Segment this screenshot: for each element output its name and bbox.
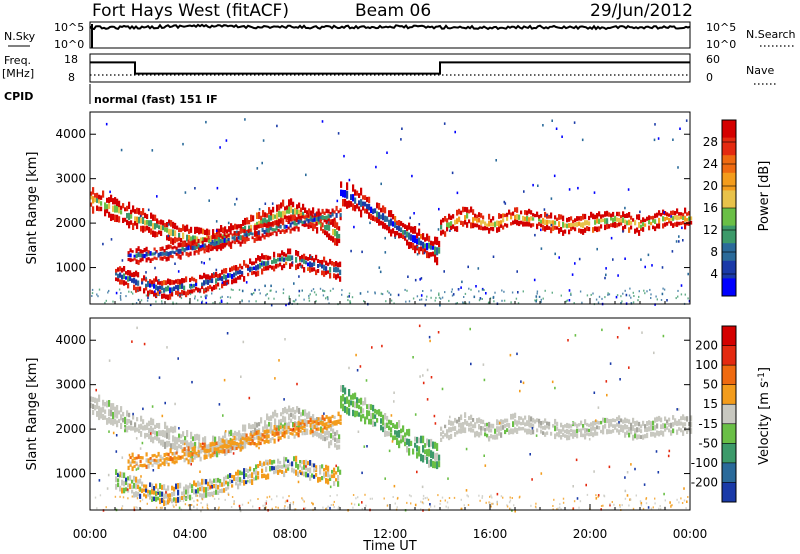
- colorbar-swatch: [722, 225, 736, 244]
- velocity-y-axis: 1000 2000 3000 4000: [55, 333, 690, 481]
- x-tick-label: 00:00: [673, 527, 708, 541]
- freq-unit-label: [MHz]: [2, 67, 34, 80]
- colorbar-tick-label: -200: [691, 475, 718, 489]
- x-axis-label: Time UT: [362, 539, 416, 554]
- colorbar-swatch: [722, 365, 736, 386]
- x-tick-label: 08:00: [273, 527, 308, 541]
- nave-tick-top: 60: [706, 53, 720, 66]
- colorbar-swatch: [722, 208, 736, 227]
- freq-label: Freq.: [4, 54, 31, 67]
- velocity-y-label: Slant Range [km]: [25, 358, 40, 471]
- echo-band-2: [127, 411, 342, 472]
- y-tick-label: 4000: [55, 333, 86, 347]
- nave-label: Nave: [746, 64, 774, 77]
- x-tick-label: 20:00: [573, 527, 608, 541]
- echo-band-5: [440, 206, 693, 237]
- cpid-text: normal (fast) 151 IF: [94, 93, 218, 106]
- nsky-label: N.Sky: [4, 30, 36, 43]
- x-tick-label: 04:00: [173, 527, 208, 541]
- colorbar-tick-label: 100: [695, 358, 718, 372]
- colorbar-tick-label: 12: [703, 223, 718, 237]
- colorbar-tick-label: 20: [703, 179, 718, 193]
- echo-band-2: [127, 205, 342, 265]
- freq-plot: [90, 61, 690, 76]
- y-tick-label: 3000: [55, 172, 86, 186]
- nave-tick-bottom: 0: [706, 71, 713, 84]
- y-tick-label: 2000: [55, 216, 86, 230]
- scatter-speckles: [94, 324, 689, 513]
- colorbar-frame: [721, 325, 737, 503]
- velocity-panel: 1000 2000 3000 4000 Slant Range [km] 200 100…: [25, 298, 772, 554]
- colorbar-tick-label: 15: [703, 397, 718, 411]
- power-colorbar-label: Power [dB]: [757, 161, 772, 232]
- colorbar-tick-label: 50: [703, 378, 718, 392]
- colorbar-swatch: [722, 190, 736, 209]
- colorbar-swatch: [722, 137, 736, 156]
- noise-plot: [89, 23, 691, 48]
- noise-panel: N.Sky 10^5 10^0 10^5 10^0 N.Search: [4, 21, 796, 51]
- power-panel: 1000 2000 3000 4000 Slant Range [km] 28 24 20…: [25, 111, 772, 307]
- colorbar-swatch: [722, 260, 736, 279]
- colorbar-swatch: [722, 326, 736, 347]
- echo-band-5: [440, 412, 693, 442]
- y-tick-label: 3000: [55, 378, 86, 392]
- power-y-axis: 1000 2000 3000 4000: [55, 127, 690, 275]
- date-label: 29/Jun/2012: [590, 1, 693, 21]
- x-tick-label: 00:00: [73, 527, 108, 541]
- colorbar-swatch: [722, 384, 736, 405]
- station-title: Fort Hays West (fitACF): [92, 1, 289, 21]
- y-tick-label: 1000: [55, 467, 86, 481]
- power-y-label: Slant Range [km]: [25, 152, 40, 265]
- power-colorbar: 28 24 20 16 12 8 4: [703, 119, 737, 297]
- echo-band-3: [115, 248, 342, 301]
- colorbar-swatch: [722, 172, 736, 191]
- echo-band-4: [340, 385, 441, 470]
- colorbar-swatch: [722, 443, 736, 464]
- colorbar-tick-label: 4: [710, 267, 718, 281]
- power-plot: [90, 118, 693, 307]
- colorbar-tick-label: -15: [698, 417, 718, 431]
- colorbar-swatch: [722, 482, 736, 503]
- colorbar-swatch: [722, 120, 736, 139]
- nsky-series-line: [89, 23, 691, 31]
- colorbar-tick-label: -50: [698, 436, 718, 450]
- noise-tick-right-bottom: 10^0: [706, 38, 736, 51]
- velocity-colorbar: 200 100 50 15 -15 -50 -100 -200: [691, 325, 737, 503]
- colorbar-tick-label: 200: [695, 339, 718, 353]
- freq-series-line: [90, 61, 690, 75]
- freq-panel: Freq. [MHz] 18 8 60 0 Nave: [2, 53, 778, 85]
- colorbar-swatch: [722, 345, 736, 366]
- colorbar-swatch: [722, 462, 736, 483]
- freq-tick-top: 18: [64, 53, 78, 66]
- scatter-speckles: [91, 118, 691, 307]
- x-tick-label: 16:00: [473, 527, 508, 541]
- nsearch-label: N.Search: [746, 28, 796, 41]
- y-tick-label: 2000: [55, 422, 86, 436]
- velocity-plot: [90, 324, 693, 513]
- noise-tick-left-bottom: 10^0: [54, 38, 84, 51]
- y-tick-label: 4000: [55, 127, 86, 141]
- echo-band-3: [115, 455, 342, 507]
- cpid-label: CPID: [4, 90, 33, 103]
- colorbar-swatch: [722, 404, 736, 425]
- freq-tick-bottom: 8: [68, 71, 75, 84]
- colorbar-tick-label: 16: [703, 201, 718, 215]
- noise-tick-right-top: 10^5: [706, 21, 736, 34]
- noise-tick-left-top: 10^5: [54, 21, 84, 34]
- colorbar-tick-label: 28: [703, 135, 718, 149]
- colorbar-swatch: [722, 278, 736, 297]
- colorbar-tick-label: 24: [703, 157, 718, 171]
- y-tick-label: 1000: [55, 261, 86, 275]
- colorbar-tick-label: -100: [691, 456, 718, 470]
- colorbar-swatch: [722, 423, 736, 444]
- beam-label: Beam 06: [355, 1, 431, 21]
- time-x-axis: 00:00 04:00 08:00 12:00 16:00 20:00 00:00: [73, 298, 708, 541]
- colorbar-tick-label: 8: [710, 245, 718, 259]
- x-tick-label: 12:00: [373, 527, 408, 541]
- velocity-colorbar-label: Velocity [m s-1]: [757, 367, 772, 465]
- echo-band-4: [340, 181, 441, 266]
